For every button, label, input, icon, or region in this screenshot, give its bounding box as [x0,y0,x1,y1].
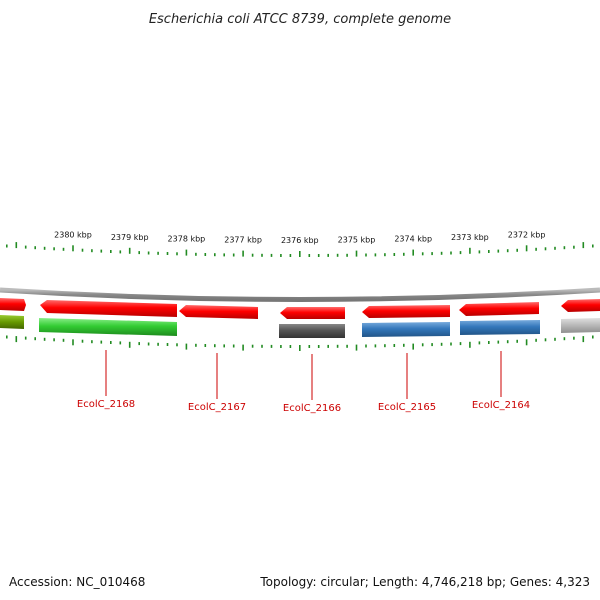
gene-feature-left-edge-olive[interactable] [0,315,24,329]
kbp-scale-labels: 2380 kbp 2379 kbp 2378 kbp 2377 kbp 2376 kbp… [54,230,545,245]
accession-text: Accession: NC_010468 [9,575,146,589]
kbp-label: 2380 kbp [54,230,92,239]
outer-tick-marks [6,242,594,257]
kbp-label: 2376 kbp [281,236,319,245]
gene-label-ecolc-2168[interactable]: EcolC_2168 [77,399,135,410]
gene-label-ecolc-2165[interactable]: EcolC_2165 [378,402,436,413]
gene-feature-ecolc-2168-lower[interactable] [39,318,177,336]
kbp-label: 2373 kbp [451,233,489,242]
inner-tick-marks [6,335,594,351]
gene-feature-ecolc-2164-upper[interactable] [459,302,539,316]
genome-backbone [0,287,600,302]
kbp-label: 2374 kbp [394,235,432,244]
gene-label-ecolc-2164[interactable]: EcolC_2164 [472,400,530,411]
kbp-label: 2375 kbp [338,236,376,245]
gene-feature-ecolc-2168[interactable] [40,300,177,317]
kbp-label: 2378 kbp [168,235,206,244]
gene-label-ecolc-2166[interactable]: EcolC_2166 [283,403,341,414]
gene-feature-ecolc-2166-upper[interactable] [280,307,345,319]
gene-feature-ecolc-2165[interactable] [362,322,450,337]
map-title: Escherichia coli ATCC 8739, complete gen… [149,12,451,27]
kbp-label: 2379 kbp [111,233,149,242]
gene-feature-ecolc-2164[interactable] [460,320,540,335]
gene-feature-right-edge-gray[interactable] [561,318,600,333]
kbp-label: 2372 kbp [508,230,546,239]
gene-label-ecolc-2167[interactable]: EcolC_2167 [188,402,246,413]
gene-feature-ecolc-2165-upper[interactable] [362,305,450,318]
gene-feature-left-edge-red[interactable] [0,298,26,311]
gene-feature-right-edge-red[interactable] [561,299,600,312]
gene-feature-ecolc-2167[interactable] [179,305,258,319]
kbp-label: 2377 kbp [224,236,262,245]
genome-summary-text: Topology: circular; Length: 4,746,218 bp… [260,575,590,589]
gene-feature-ecolc-2166[interactable] [279,324,345,338]
